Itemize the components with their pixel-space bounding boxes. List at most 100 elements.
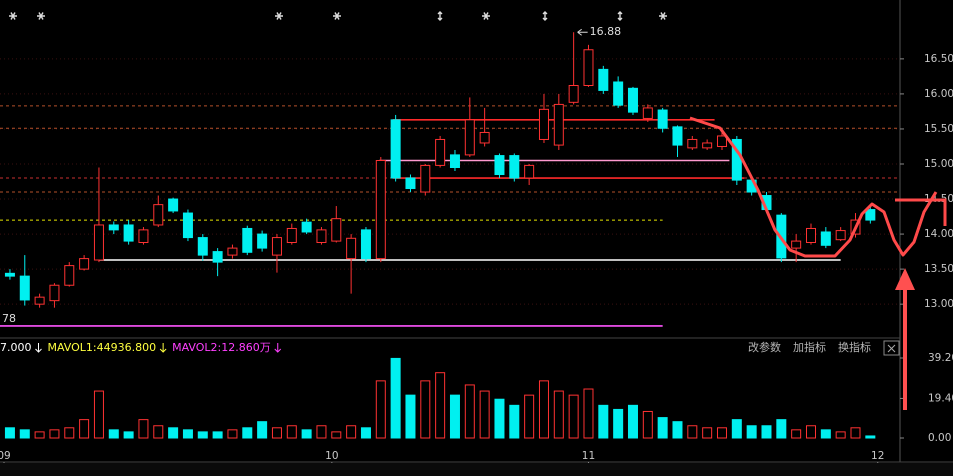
candle-body xyxy=(257,233,268,249)
candle-body xyxy=(464,119,475,156)
candle-body xyxy=(49,284,60,302)
candle-body xyxy=(64,265,75,286)
volume-bar xyxy=(657,417,668,439)
volume-bar xyxy=(850,427,861,439)
volume-bar xyxy=(34,431,45,439)
candle-body xyxy=(449,154,460,168)
candle-body xyxy=(286,227,297,243)
legend-arrow xyxy=(274,343,282,353)
candle-body xyxy=(687,138,698,149)
candle-body xyxy=(4,272,15,277)
volume-bar xyxy=(346,425,357,439)
volume-bar xyxy=(257,421,268,439)
candle-body xyxy=(494,155,505,176)
candle-body xyxy=(524,164,535,179)
candle-body xyxy=(583,49,594,87)
volume-bar xyxy=(746,425,757,439)
volume-bar xyxy=(331,431,342,439)
candle-body xyxy=(598,68,609,91)
volume-bar xyxy=(375,380,386,439)
candle-body xyxy=(227,247,238,256)
volume-bar xyxy=(360,427,371,439)
candle-body xyxy=(479,131,490,144)
candle-body xyxy=(153,204,164,226)
volume-bar xyxy=(4,427,15,439)
volume-bar xyxy=(138,419,149,439)
candle-body xyxy=(182,212,193,239)
volume-bar xyxy=(449,394,460,439)
volume-bar xyxy=(687,425,698,439)
candle-body xyxy=(316,229,327,243)
volume-bar xyxy=(212,431,223,439)
volume-bar xyxy=(642,410,653,439)
volume-bar xyxy=(390,357,401,439)
volume-bar xyxy=(123,431,134,439)
y-tick-label: 14.00 xyxy=(924,228,953,240)
volume-bar xyxy=(627,404,638,439)
close-icon xyxy=(887,344,896,353)
candle-body xyxy=(390,119,401,179)
annotation-arrowhead xyxy=(577,28,582,36)
legend-arrow xyxy=(35,343,42,353)
volume-bar xyxy=(153,425,164,439)
volume-bar xyxy=(835,431,846,439)
volume-bar xyxy=(242,427,253,439)
candle-body xyxy=(553,103,564,146)
candle-body xyxy=(108,224,119,231)
volume-bar xyxy=(702,427,713,439)
volume-bar xyxy=(791,429,802,439)
candle-body xyxy=(93,224,104,261)
candle-body xyxy=(435,138,446,166)
y-tick-label: 15.50 xyxy=(924,123,953,135)
candle-body xyxy=(271,237,282,256)
volume-bar xyxy=(479,390,490,439)
high-label: 16.88 xyxy=(590,25,622,38)
volume-bar xyxy=(761,425,772,439)
volume-bar xyxy=(598,404,609,439)
volume-bar xyxy=(420,380,431,439)
y-tick-label: 16.00 xyxy=(924,88,953,100)
volume-bar xyxy=(435,372,446,439)
volume-legend: 7.000 xyxy=(0,341,32,354)
volume-bar xyxy=(227,429,238,439)
candle-body xyxy=(405,177,416,190)
candle-body xyxy=(538,108,549,140)
candle-body xyxy=(672,126,683,146)
volume-bar xyxy=(316,425,327,439)
candle-body xyxy=(805,227,816,243)
volume-bar xyxy=(805,425,816,439)
volume-bar xyxy=(494,398,505,439)
candle-body xyxy=(568,85,579,103)
top-markers xyxy=(9,11,667,21)
y-tick-label: 15.00 xyxy=(924,158,953,170)
volume-bar xyxy=(301,429,312,439)
toolbar-button[interactable]: 加指标 xyxy=(793,340,826,354)
legend-arrow xyxy=(159,343,167,353)
tab-bar xyxy=(0,463,953,476)
candle-body xyxy=(642,107,653,119)
close-panel[interactable] xyxy=(883,340,900,356)
y-tick-label: 13.50 xyxy=(924,263,953,275)
volume-bar xyxy=(509,404,520,439)
volume-bar xyxy=(583,388,594,439)
candle-body xyxy=(835,230,846,241)
toolbar-button[interactable]: 换指标 xyxy=(838,340,871,354)
toolbar-button[interactable]: 改参数 xyxy=(748,340,781,354)
y-tick-label: 16.50 xyxy=(924,53,953,65)
candle-body xyxy=(360,229,371,260)
candle-body xyxy=(820,231,831,246)
candle-body xyxy=(168,198,179,212)
candle-body xyxy=(19,275,30,301)
volume-bar xyxy=(553,390,564,439)
arrow-head xyxy=(895,268,915,290)
candle-body xyxy=(716,135,727,147)
volume-bar xyxy=(168,427,179,439)
volume-bar xyxy=(19,429,30,439)
volume-bar xyxy=(271,427,282,439)
volume-bar xyxy=(613,408,624,439)
candle-body xyxy=(138,229,149,243)
volume-bar xyxy=(49,429,60,439)
volume-tick-label: 19.40 xyxy=(928,392,953,404)
volume-bar xyxy=(672,421,683,439)
volume-legend: MAVOL2:12.860万 xyxy=(172,341,271,354)
